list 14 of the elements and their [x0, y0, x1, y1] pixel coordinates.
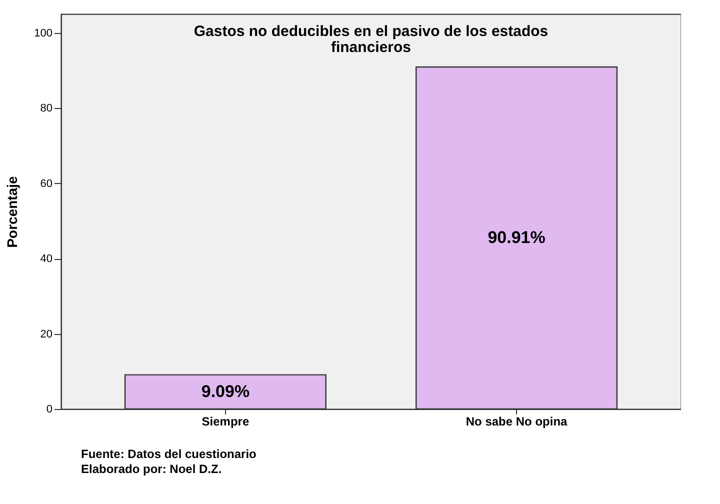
x-tick-label: No sabe No opina [466, 414, 568, 428]
data-label: 90.91% [488, 228, 546, 248]
y-axis-title: Porcentaje [4, 176, 20, 248]
y-tick-label: 20 [40, 328, 52, 340]
text: Elaborado por: Noel D.Z. [81, 462, 222, 476]
x-tick-label: Siempre [202, 414, 250, 428]
y-tick-label: 40 [40, 253, 52, 266]
text: Gastos no deducibles en el pasivo de los estados financieros [194, 23, 548, 56]
y-tick-label: 0 [46, 404, 52, 416]
source-note: Fuente: Datos del cuestionario [81, 447, 256, 461]
y-tick-label: 100 [34, 27, 52, 40]
y-tick-label: 80 [40, 102, 52, 115]
y-tick-label: 60 [40, 178, 52, 190]
data-label: 9.09% [201, 382, 250, 401]
